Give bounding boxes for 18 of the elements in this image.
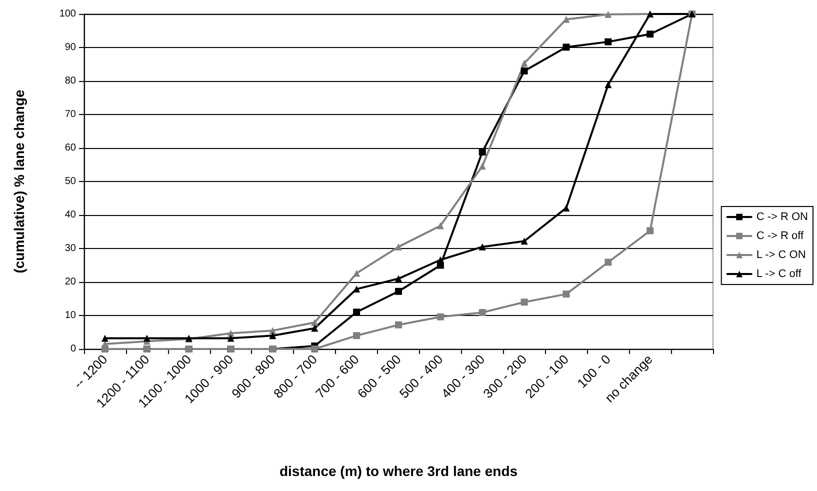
legend-label: C -> R ON — [756, 211, 808, 223]
y-tick-label: 40 — [64, 210, 76, 220]
legend-label: L -> C off — [756, 268, 802, 280]
y-tick-label: 70 — [64, 109, 76, 120]
y-tick-label: 60 — [64, 142, 76, 154]
legend-label: C -> R off — [756, 230, 804, 242]
y-tick-label: 80 — [64, 76, 76, 86]
y-tick-label: 90 — [64, 42, 76, 53]
y-tick-label: 100 — [59, 8, 76, 20]
y-tick-label: 20 — [64, 276, 76, 288]
y-axis-title: (cumulative) % lane change — [11, 89, 27, 274]
x-tick-label: 100 - 0 — [574, 352, 614, 391]
y-tick-label: 30 — [64, 243, 76, 254]
y-tick-label: 50 — [64, 176, 76, 187]
y-tick-label: 0 — [70, 344, 76, 354]
y-tick-label: 10 — [64, 310, 76, 321]
x-axis-title: distance (m) to where 3rd lane ends — [279, 463, 518, 479]
legend-label: L -> C ON — [756, 249, 806, 261]
